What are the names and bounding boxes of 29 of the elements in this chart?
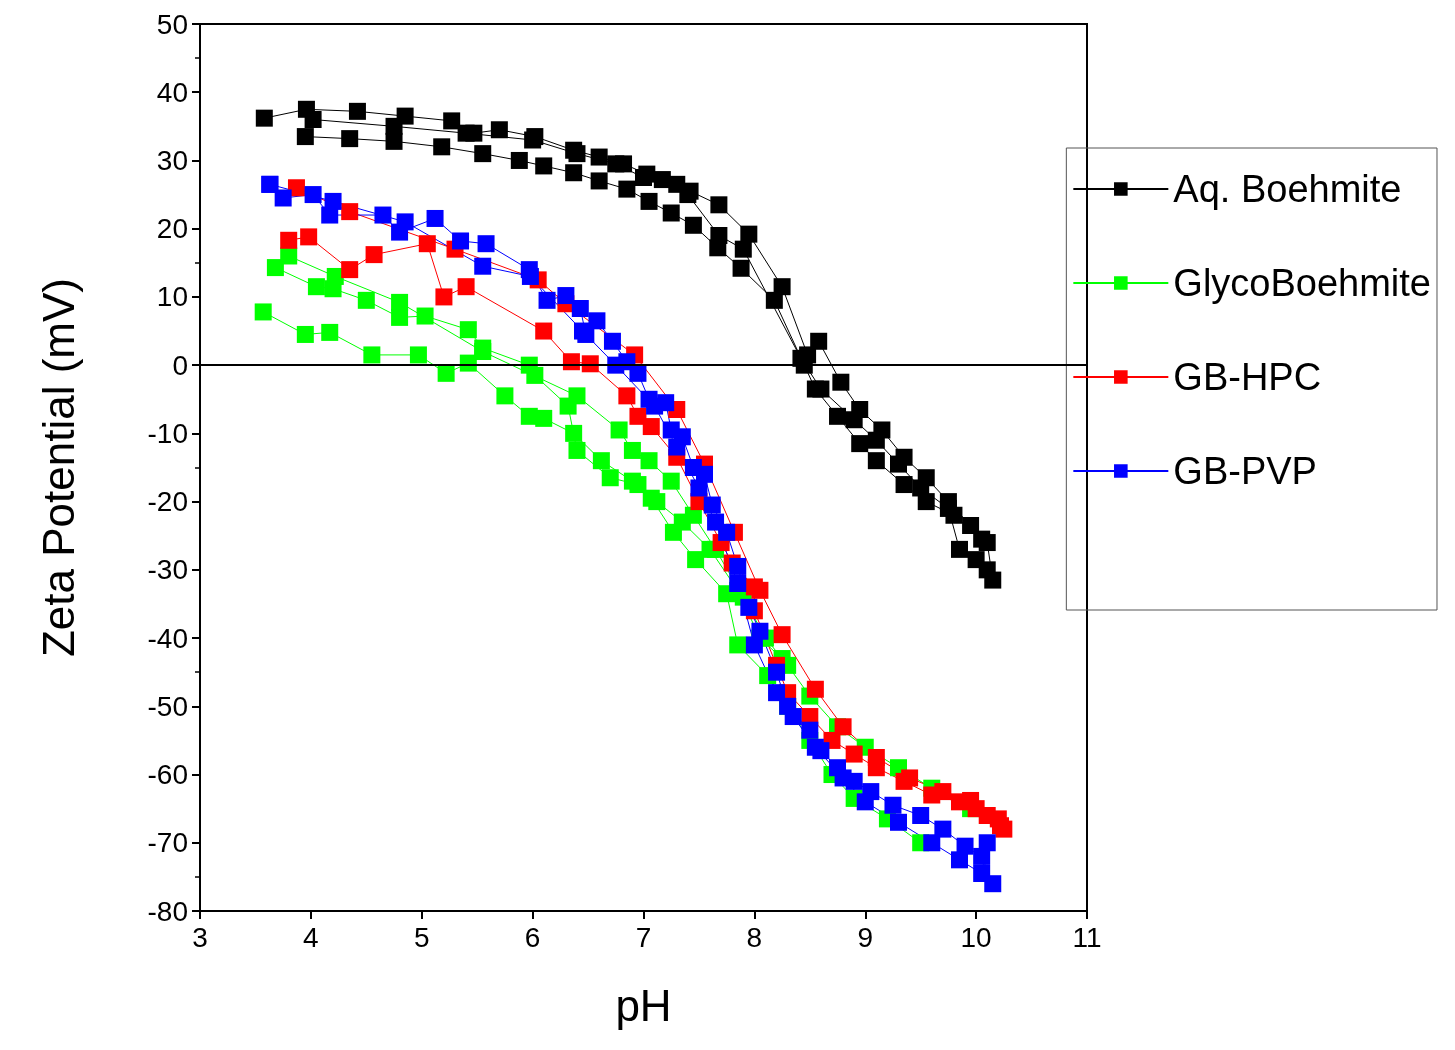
x-tick-label: 5	[413, 921, 430, 953]
y-tick-label: -60	[147, 759, 188, 791]
x-tick-label: 3	[192, 921, 208, 953]
x-tick-label: 6	[524, 921, 541, 953]
x-tick-label: 10	[960, 921, 992, 953]
legend-label: GlycoBoehmite	[1173, 262, 1431, 304]
x-tick-label: 4	[303, 921, 319, 953]
x-tick-label: 7	[635, 921, 652, 953]
y-tick-label: 0	[172, 349, 188, 381]
y-tick-label: -50	[147, 690, 188, 722]
legend-label: GB-PVP	[1173, 450, 1317, 492]
y-tick-label: 40	[156, 76, 188, 108]
y-tick-label: -70	[147, 827, 188, 859]
y-tick-label: -40	[147, 622, 188, 654]
y-tick-label: -80	[147, 895, 188, 927]
y-tick-label: -20	[147, 486, 188, 518]
x-tick-label: 9	[857, 921, 874, 953]
x-tick-label: 8	[746, 921, 763, 953]
y-tick-label: -10	[147, 417, 188, 449]
legend-label: Aq. Boehmite	[1173, 168, 1402, 210]
x-axis-title: pH	[615, 980, 672, 1030]
y-tick-label: 50	[156, 8, 188, 40]
legend-label: GB-HPC	[1173, 356, 1322, 398]
y-tick-label: 20	[156, 213, 188, 245]
y-tick-label: 30	[156, 144, 188, 176]
y-tick-label: 10	[156, 281, 188, 313]
y-tick-label: -30	[147, 554, 188, 586]
x-tick-label: 11	[1072, 921, 1102, 953]
y-axis-title: Zeta Potential (mV)	[33, 277, 83, 658]
